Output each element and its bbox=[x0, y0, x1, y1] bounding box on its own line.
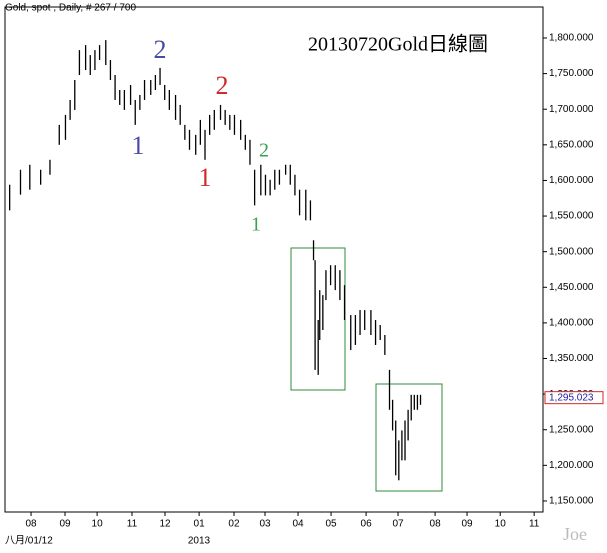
date-label: 八月/01/12 bbox=[5, 535, 53, 547]
x-tick-label: 01 bbox=[194, 519, 206, 530]
highlight-box bbox=[375, 383, 443, 492]
plot-frame bbox=[4, 6, 544, 513]
chart-header: Gold, spot , Daily, # 267 / 700 bbox=[5, 3, 136, 14]
x-tick-label: 10 bbox=[92, 519, 104, 530]
y-tick-label: 1,550.000 bbox=[549, 211, 594, 222]
y-tick-label: 1,400.000 bbox=[549, 318, 594, 329]
wave-label: 1 bbox=[199, 163, 212, 192]
watermark: Joe bbox=[563, 524, 587, 544]
y-tick-label: 1,150.000 bbox=[549, 496, 594, 507]
y-tick-label: 1,750.000 bbox=[549, 68, 594, 79]
x-tick-label: 11 bbox=[529, 519, 540, 530]
x-tick-label: 09 bbox=[59, 519, 71, 530]
date-label: 2013 bbox=[188, 536, 211, 547]
x-tick-label: 04 bbox=[292, 519, 304, 530]
x-tick-label: 05 bbox=[325, 519, 337, 530]
y-tick-label: 1,350.000 bbox=[549, 353, 594, 364]
wave-label: 1 bbox=[132, 131, 145, 160]
y-tick-label: 1,700.000 bbox=[549, 104, 594, 115]
y-tick-label: 1,500.000 bbox=[549, 246, 594, 257]
x-tick-label: 06 bbox=[361, 519, 373, 530]
wave-label: 1 bbox=[251, 214, 261, 236]
y-tick-label: 1,200.000 bbox=[549, 460, 594, 471]
y-tick-label: 1,250.000 bbox=[549, 424, 594, 435]
y-tick-label: 1,600.000 bbox=[549, 175, 594, 186]
chart-title: 20130720Gold日線圖 bbox=[308, 33, 488, 56]
x-tick-label: 08 bbox=[430, 519, 442, 530]
x-tick-label: 09 bbox=[461, 519, 473, 530]
y-tick-label: 1,650.000 bbox=[549, 139, 594, 150]
x-tick-label: 11 bbox=[127, 519, 138, 530]
x-tick-label: 12 bbox=[159, 519, 171, 530]
wave-label: 2 bbox=[154, 35, 167, 64]
y-tick-label: 1,450.000 bbox=[549, 282, 594, 293]
x-tick-label: 02 bbox=[228, 519, 240, 530]
x-tick-label: 10 bbox=[495, 519, 507, 530]
y-tick-label: 1,800.000 bbox=[549, 33, 594, 44]
x-tick-label: 07 bbox=[392, 519, 404, 530]
wave-label: 2 bbox=[259, 140, 269, 162]
last-price-box bbox=[544, 391, 604, 405]
last-price-label: 1,295.023 bbox=[549, 392, 594, 403]
x-tick-label: 08 bbox=[25, 519, 37, 530]
x-tick-label: 03 bbox=[259, 519, 271, 530]
wave-label: 2 bbox=[216, 71, 229, 100]
